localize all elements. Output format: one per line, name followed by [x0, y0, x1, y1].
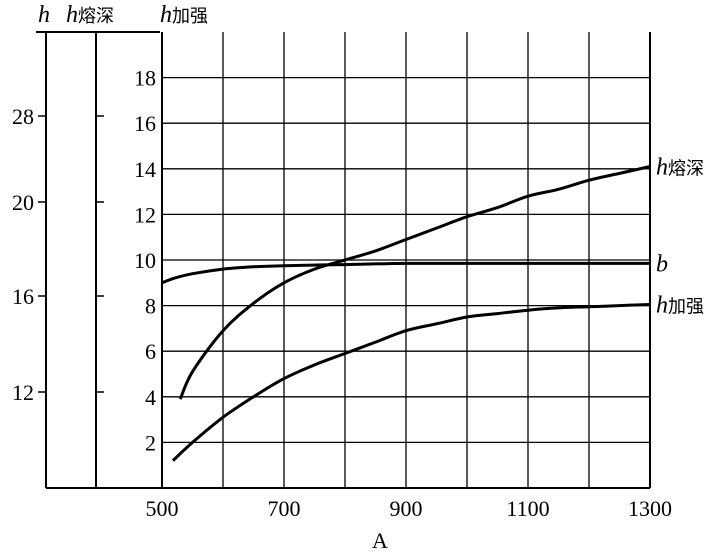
- header-h: h: [38, 2, 50, 28]
- x-tick-label: 500: [146, 496, 179, 521]
- inner-y-tick-label: 2: [145, 430, 156, 455]
- inner-y-tick-label: 6: [145, 339, 156, 364]
- axes: 2 4 6 8 10 12 14 16 18 12 16 20 28 500 700 900 1100 1300: [12, 66, 672, 521]
- inner-y-tick-label: 14: [134, 157, 156, 182]
- inner-y-tick-label: 16: [134, 111, 156, 136]
- x-axis-label: A: [372, 528, 388, 552]
- outer-y-tick-label: 12: [12, 380, 34, 405]
- x-tick-label: 700: [268, 496, 301, 521]
- plot-frame: [36, 31, 651, 489]
- series-line-b: [161, 261, 650, 285]
- inner-y-tick-label: 12: [134, 202, 156, 227]
- header-h-jiaqiang: h加强: [160, 2, 208, 28]
- x-tick-label: 1100: [506, 496, 549, 521]
- inner-y-tick-label: 4: [145, 385, 156, 410]
- inner-y-tick-label: 10: [134, 248, 156, 273]
- outer-y-tick-label: 16: [12, 284, 34, 309]
- series-line-h-jiaqiang: [171, 303, 651, 462]
- outer-y-tick-label: 20: [12, 190, 34, 215]
- inner-y-tick-label: 8: [145, 294, 156, 319]
- series-label-b: b: [656, 251, 668, 277]
- x-tick-label: 900: [390, 496, 423, 521]
- series-label-h-rongshen: h熔深: [656, 155, 704, 181]
- header-h-rongshen: h熔深: [66, 2, 114, 28]
- series-label-h-jiaqiang: h加强: [656, 292, 704, 318]
- series-line-h-rongshen: [178, 165, 651, 400]
- inner-y-tick-label: 18: [134, 66, 156, 91]
- x-tick-label: 1300: [628, 496, 672, 521]
- labels: h熔深 b h加强: [656, 155, 704, 319]
- outer-y-tick-label: 28: [12, 104, 34, 129]
- grid: [162, 32, 650, 488]
- series-lines: [161, 165, 651, 462]
